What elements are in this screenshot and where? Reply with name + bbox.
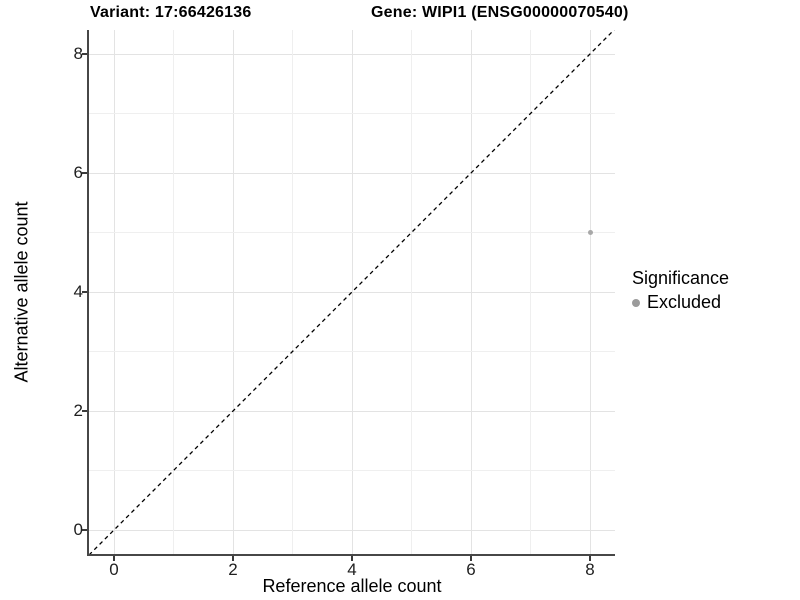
gridline-minor — [530, 30, 531, 554]
x-tick-mark — [470, 556, 472, 561]
gridline-minor — [89, 470, 615, 471]
x-tick-mark — [351, 556, 353, 561]
gridline-minor — [411, 30, 412, 554]
y-tick-label: 4 — [73, 282, 83, 301]
identity-line — [89, 30, 615, 554]
x-tick-label: 4 — [347, 560, 357, 579]
gridline-major — [351, 30, 353, 554]
gridline-minor — [292, 30, 293, 554]
plot-title-variant: Variant: 17:66426136 — [90, 4, 252, 21]
y-tick-label: 6 — [73, 163, 83, 182]
data-point-excluded — [587, 230, 593, 235]
x-tick-label: 6 — [466, 560, 476, 579]
x-tick-mark — [589, 556, 591, 561]
gridline-minor — [89, 351, 615, 352]
gridline-minor — [89, 232, 615, 233]
y-axis-title: Alternative allele count — [11, 201, 32, 383]
x-axis-line — [87, 554, 615, 556]
y-tick-mark — [82, 172, 87, 174]
y-tick-label: 8 — [73, 44, 83, 63]
x-tick-mark — [113, 556, 115, 561]
legend: Significance Excluded — [632, 268, 729, 313]
gridline-minor — [173, 30, 174, 554]
x-tick-label: 8 — [585, 560, 595, 579]
y-tick-mark — [82, 53, 87, 55]
y-tick-label: 0 — [73, 520, 83, 539]
plot-title-gene: Gene: WIPI1 (ENSG00000070540) — [371, 4, 629, 21]
legend-entry-label: Excluded — [647, 292, 722, 312]
x-tick-label: 2 — [228, 560, 238, 579]
y-axis-line — [87, 30, 89, 556]
y-tick-label: 2 — [73, 401, 83, 420]
plot-panel — [89, 30, 615, 554]
y-tick-mark — [82, 291, 87, 293]
y-tick-mark — [82, 410, 87, 412]
y-tick-mark — [82, 529, 87, 531]
legend-entry-excluded: Excluded — [632, 292, 729, 313]
gridline-major — [232, 30, 234, 554]
legend-point-icon — [632, 298, 640, 307]
gridline-major — [470, 30, 472, 554]
x-tick-mark — [232, 556, 234, 561]
legend-title: Significance — [632, 268, 730, 288]
x-axis-title: Reference allele count — [262, 576, 442, 596]
gridline-minor — [89, 113, 615, 114]
x-tick-label: 0 — [109, 560, 119, 579]
gridline-major — [589, 30, 591, 554]
gridline-major — [113, 30, 115, 554]
